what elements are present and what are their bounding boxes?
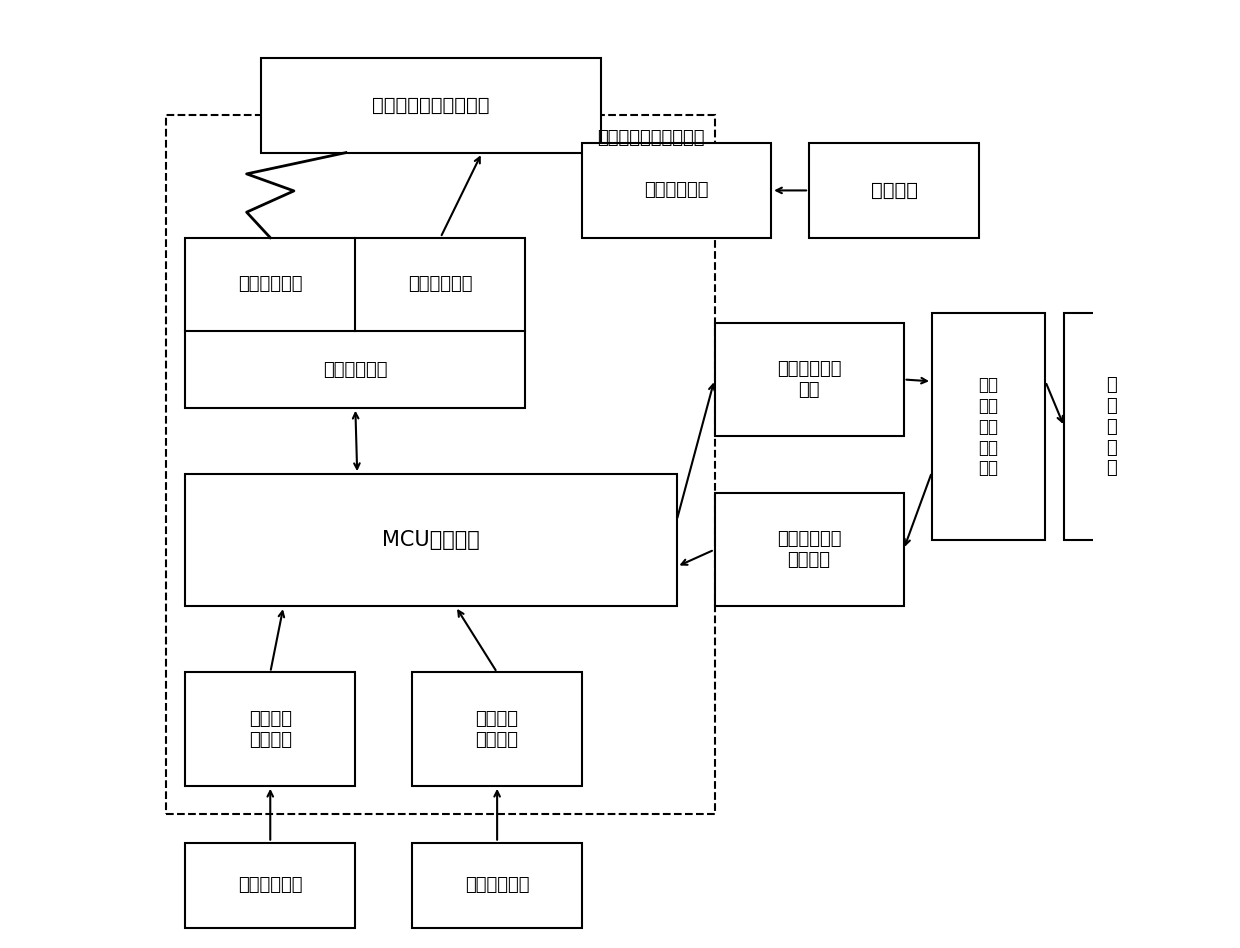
Text: 远程通信单元: 远程通信单元 (324, 360, 388, 378)
Text: 设备控制输出
单元: 设备控制输出 单元 (776, 360, 841, 399)
FancyBboxPatch shape (714, 493, 904, 607)
FancyBboxPatch shape (185, 474, 677, 607)
Text: 无线通信模块: 无线通信模块 (238, 276, 303, 294)
Text: 有线通信模块: 有线通信模块 (408, 276, 472, 294)
FancyBboxPatch shape (185, 672, 356, 786)
FancyBboxPatch shape (932, 313, 1045, 540)
Text: MCU主控单元: MCU主控单元 (382, 530, 480, 550)
FancyBboxPatch shape (260, 58, 601, 153)
Text: 被
控
制
设
备: 被 控 制 设 备 (1106, 376, 1117, 478)
Text: 本地控制开关: 本地控制开关 (465, 876, 529, 894)
Text: 电气
驱动
元件
反馈
元件: 电气 驱动 元件 反馈 元件 (978, 376, 998, 478)
Text: 控制模式
选择单元: 控制模式 选择单元 (249, 710, 291, 749)
FancyBboxPatch shape (714, 322, 904, 436)
Text: 云平台远程控制服务器: 云平台远程控制服务器 (372, 96, 490, 115)
Text: 外部电源: 外部电源 (870, 181, 918, 200)
FancyBboxPatch shape (808, 143, 980, 238)
Text: 设备运行状态
反馈单元: 设备运行状态 反馈单元 (776, 530, 841, 569)
FancyBboxPatch shape (1064, 313, 1158, 540)
FancyBboxPatch shape (412, 843, 583, 928)
FancyBboxPatch shape (583, 143, 771, 238)
Text: 本地设备
控制单元: 本地设备 控制单元 (476, 710, 518, 749)
FancyBboxPatch shape (185, 238, 526, 408)
FancyBboxPatch shape (412, 672, 583, 786)
Text: 模式选择开关: 模式选择开关 (238, 876, 303, 894)
FancyBboxPatch shape (185, 843, 356, 928)
Text: 远程闭环设备控制模块: 远程闭环设备控制模块 (598, 129, 706, 147)
Text: 电源转换单元: 电源转换单元 (645, 181, 709, 199)
